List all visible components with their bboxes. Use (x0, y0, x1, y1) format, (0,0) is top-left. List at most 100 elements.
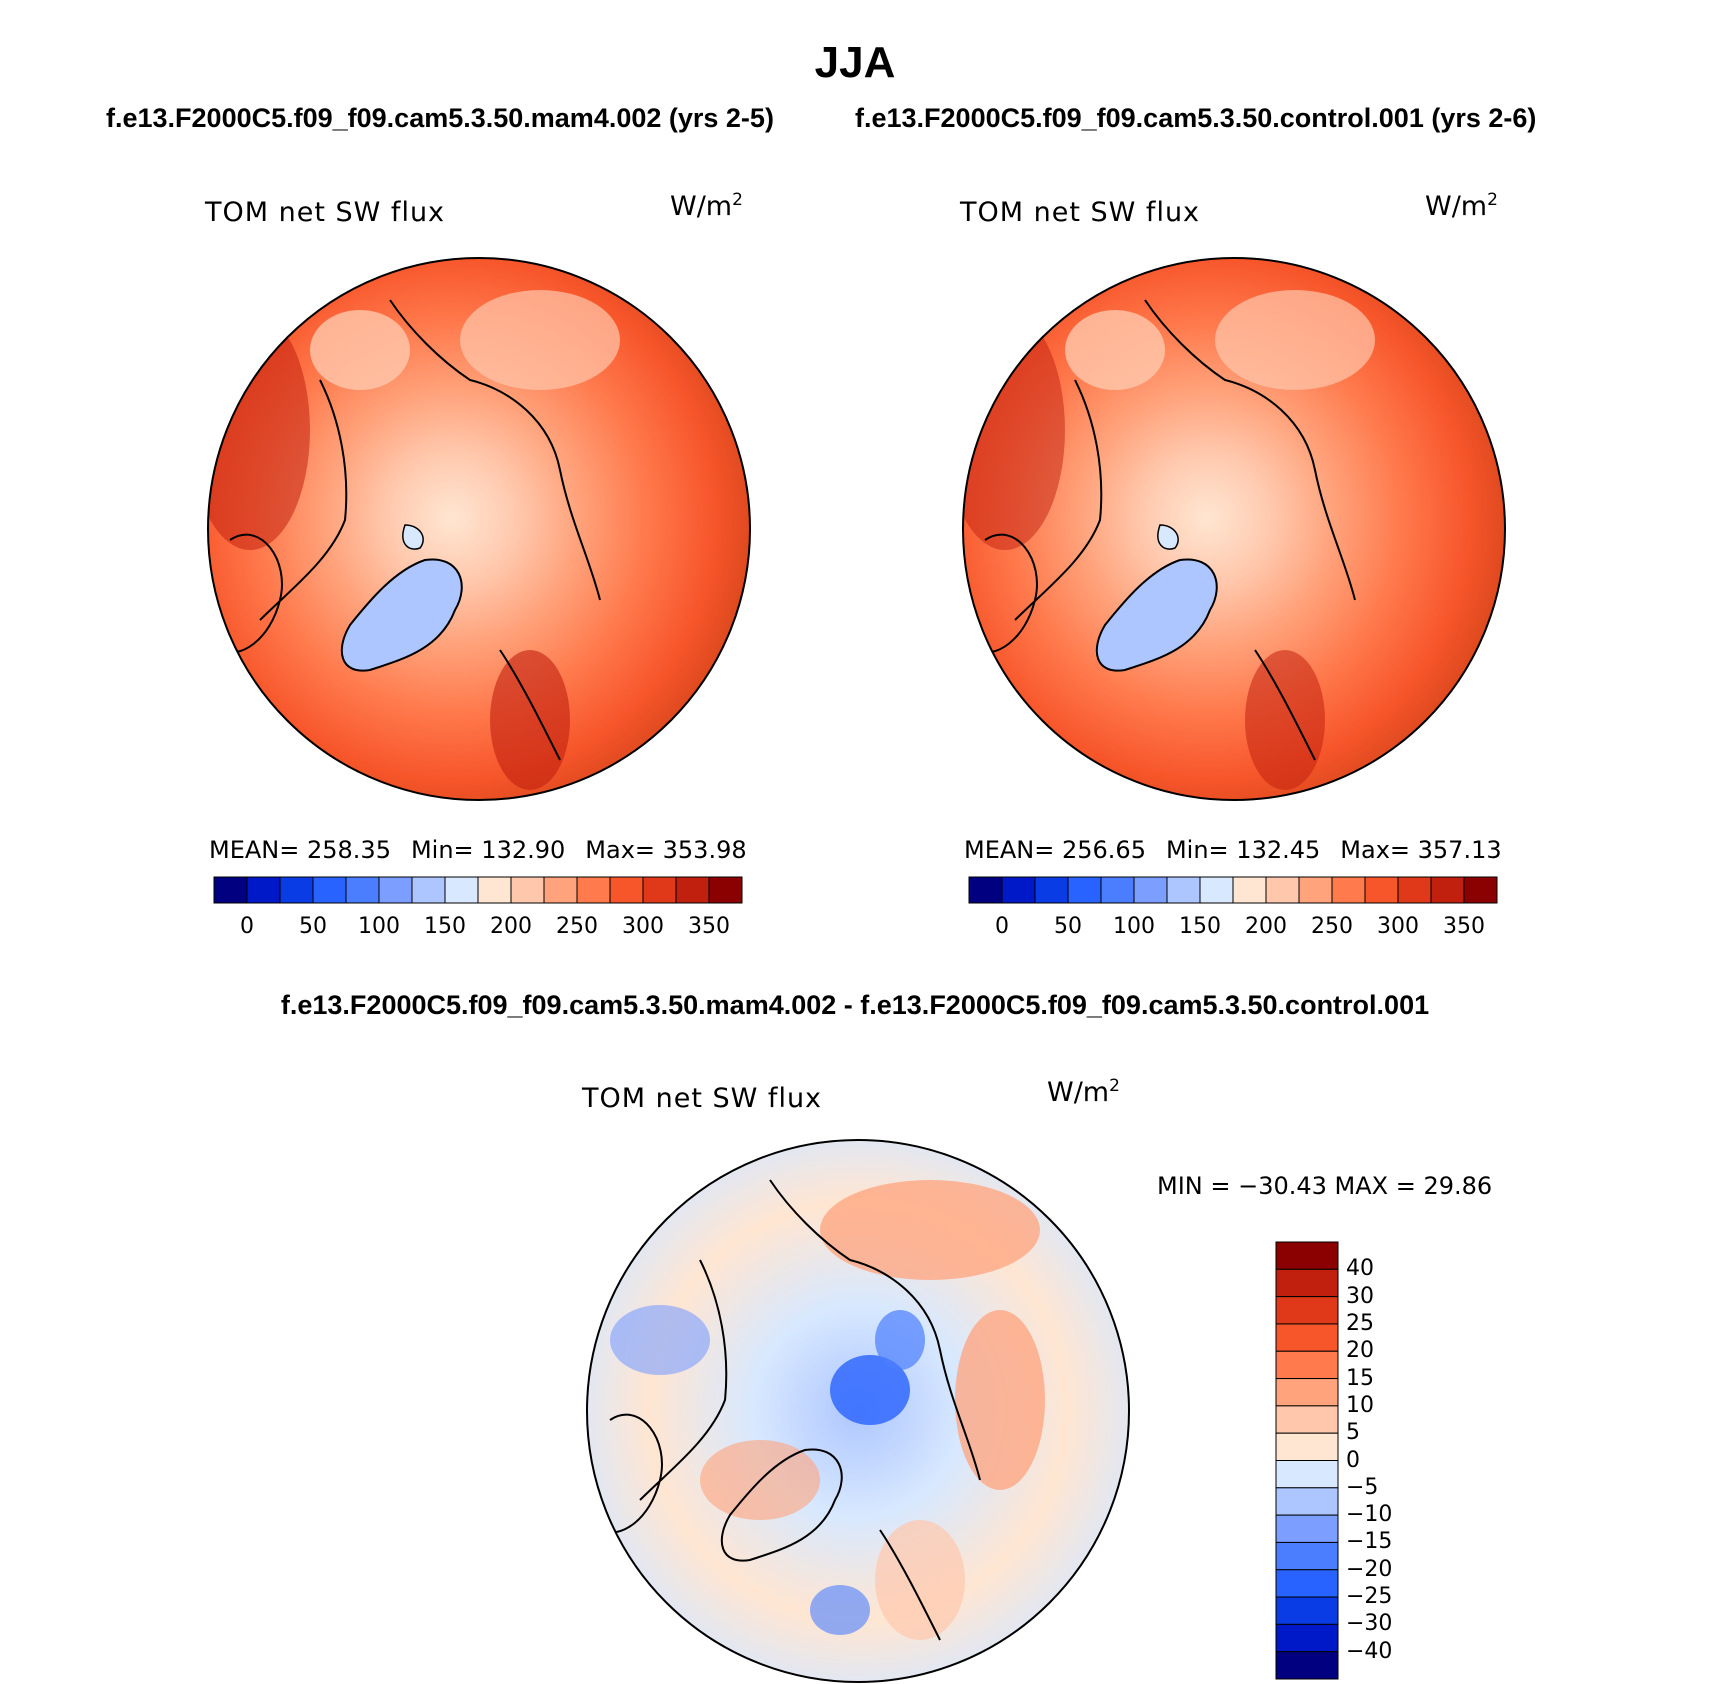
colorbar-difference-swatch (1275, 1623, 1339, 1653)
panel-2-min: Min= 132.45 (1165, 836, 1321, 864)
colorbar-panel-2-tick-label: 350 (1443, 914, 1485, 939)
colorbar-difference-tick-label: −15 (1346, 1529, 1393, 1555)
panel-1-min: Min= 132.90 (410, 836, 566, 864)
colorbar-panel-2-tick-label: 250 (1311, 914, 1353, 939)
colorbar-panel-2-tick-label: 200 (1245, 914, 1287, 939)
colorbar-panel-2-swatch (1034, 876, 1069, 904)
colorbar-difference-tick-label: 15 (1346, 1365, 1374, 1391)
colorbar-difference-swatch (1275, 1405, 1339, 1434)
panel-1-max: Max= 353.98 (585, 836, 747, 864)
diff-units-label: W/m2 (1047, 1076, 1120, 1108)
colorbar-difference-swatch (1275, 1460, 1339, 1489)
colorbar-panel-1-swatch (279, 876, 314, 904)
panel-2-max: Max= 357.13 (1340, 836, 1502, 864)
colorbar-panel-1-swatch (444, 876, 479, 904)
colorbar-panel-2-swatch (1364, 876, 1399, 904)
colorbar-panel-2 (968, 876, 1498, 904)
colorbar-difference-swatch (1275, 1378, 1339, 1407)
colorbar-difference-tick-label: −25 (1346, 1584, 1393, 1610)
colorbar-difference-tick-label: −5 (1346, 1474, 1379, 1500)
colorbar-panel-1-swatch (675, 876, 710, 904)
colorbar-panel-1-swatch (477, 876, 512, 904)
panel-2-variable-label: TOM net SW flux (960, 197, 1201, 228)
colorbar-panel-2-swatch (1265, 876, 1300, 904)
colorbar-panel-1-tick-label: 300 (622, 914, 664, 939)
colorbar-panel-2-swatch (1166, 876, 1201, 904)
colorbar-panel-2-tick-label: 50 (1054, 914, 1082, 939)
colorbar-panel-2-swatch (1397, 876, 1432, 904)
panel-1-units-label: W/m2 (670, 190, 743, 222)
colorbar-difference-tick-label: 10 (1346, 1392, 1374, 1418)
colorbar-panel-2-swatch (1133, 876, 1168, 904)
colorbar-panel-2-swatch (1463, 876, 1498, 904)
panel-2-mean: MEAN= 256.65 (964, 836, 1146, 864)
colorbar-panel-2-tick-label: 100 (1113, 914, 1155, 939)
colorbar-panel-1-swatch (246, 876, 281, 904)
panel-1-stats: MEAN= 258.35 Min= 132.90 Max= 353.98 (209, 836, 767, 864)
colorbar-difference-swatch (1275, 1241, 1339, 1270)
colorbar-panel-1-swatch (576, 876, 611, 904)
colorbar-panel-1-swatch (543, 876, 578, 904)
colorbar-panel-1-tick-label: 50 (299, 914, 327, 939)
panel-1-mean: MEAN= 258.35 (209, 836, 391, 864)
colorbar-difference-swatch (1275, 1323, 1339, 1352)
colorbar-panel-1-swatch (345, 876, 380, 904)
colorbar-panel-1-tick-label: 0 (240, 914, 254, 939)
colorbar-difference-swatch (1275, 1541, 1339, 1571)
colorbar-difference-swatch (1275, 1487, 1339, 1516)
colorbar-panel-1-tick-label: 200 (490, 914, 532, 939)
colorbar-difference-tick-label: −20 (1346, 1556, 1393, 1582)
colorbar-difference-swatch (1275, 1596, 1339, 1625)
colorbar-difference-swatch (1275, 1432, 1339, 1461)
colorbar-panel-1-tick-label: 250 (556, 914, 598, 939)
colorbar-panel-1-swatch (609, 876, 644, 904)
colorbar-panel-1-tick-label: 100 (358, 914, 400, 939)
colorbar-panel-1-swatch (642, 876, 677, 904)
colorbar-difference-tick-label: −30 (1346, 1611, 1393, 1637)
figure-title: JJA (814, 38, 896, 87)
colorbar-difference-swatch (1275, 1296, 1339, 1325)
colorbar-difference-swatch (1275, 1350, 1339, 1380)
colorbar-difference-swatch (1275, 1268, 1339, 1298)
colorbar-panel-2-swatch (1100, 876, 1135, 904)
colorbar-panel-1-tick-label: 150 (424, 914, 466, 939)
colorbar-difference-tick-label: −40 (1346, 1638, 1393, 1664)
colorbar-panel-1-swatch (312, 876, 347, 904)
colorbar-difference-tick-label: 40 (1346, 1256, 1374, 1282)
colorbar-panel-2-tick-label: 300 (1377, 914, 1419, 939)
colorbar-panel-2-swatch (1199, 876, 1234, 904)
panel-1-variable-label: TOM net SW flux (205, 197, 446, 228)
colorbar-panel-1-swatch (411, 876, 446, 904)
map-difference (586, 1139, 1130, 1683)
colorbar-panel-2-swatch (968, 876, 1003, 904)
colorbar-panel-2-tick-label: 150 (1179, 914, 1221, 939)
colorbar-panel-2-swatch (1232, 876, 1267, 904)
colorbar-panel-1-tick-label: 350 (688, 914, 730, 939)
diff-stats: MIN = −30.43 MAX = 29.86 (1157, 1172, 1493, 1200)
diff-variable-label: TOM net SW flux (582, 1083, 823, 1114)
panel-2-stats: MEAN= 256.65 Min= 132.45 Max= 357.13 (964, 836, 1522, 864)
colorbar-difference-swatch (1275, 1569, 1339, 1598)
panel-2-case-title: f.e13.F2000C5.f09_f09.cam5.3.50.control.… (855, 103, 1537, 133)
colorbar-panel-1-swatch (213, 876, 248, 904)
colorbar-panel-2-swatch (1067, 876, 1102, 904)
map-panel-1 (207, 257, 751, 801)
colorbar-difference (1275, 1241, 1339, 1680)
colorbar-panel-2-swatch (1430, 876, 1465, 904)
colorbar-panel-1-swatch (510, 876, 545, 904)
colorbar-difference-tick-label: −10 (1346, 1502, 1393, 1528)
colorbar-difference-tick-label: 5 (1346, 1420, 1360, 1446)
colorbar-difference-tick-label: 0 (1346, 1447, 1360, 1473)
colorbar-panel-2-tick-label: 0 (995, 914, 1009, 939)
colorbar-panel-2-swatch (1298, 876, 1333, 904)
colorbar-panel-2-swatch (1331, 876, 1366, 904)
colorbar-difference-tick-label: 30 (1346, 1283, 1374, 1309)
panel-1-case-title: f.e13.F2000C5.f09_f09.cam5.3.50.mam4.002… (106, 103, 774, 133)
colorbar-panel-1-swatch (708, 876, 743, 904)
map-panel-2 (962, 257, 1506, 801)
colorbar-difference-swatch (1275, 1514, 1339, 1543)
colorbar-difference-tick-label: 20 (1346, 1338, 1374, 1364)
colorbar-difference-tick-label: 25 (1346, 1310, 1374, 1336)
colorbar-difference-swatch (1275, 1651, 1339, 1680)
